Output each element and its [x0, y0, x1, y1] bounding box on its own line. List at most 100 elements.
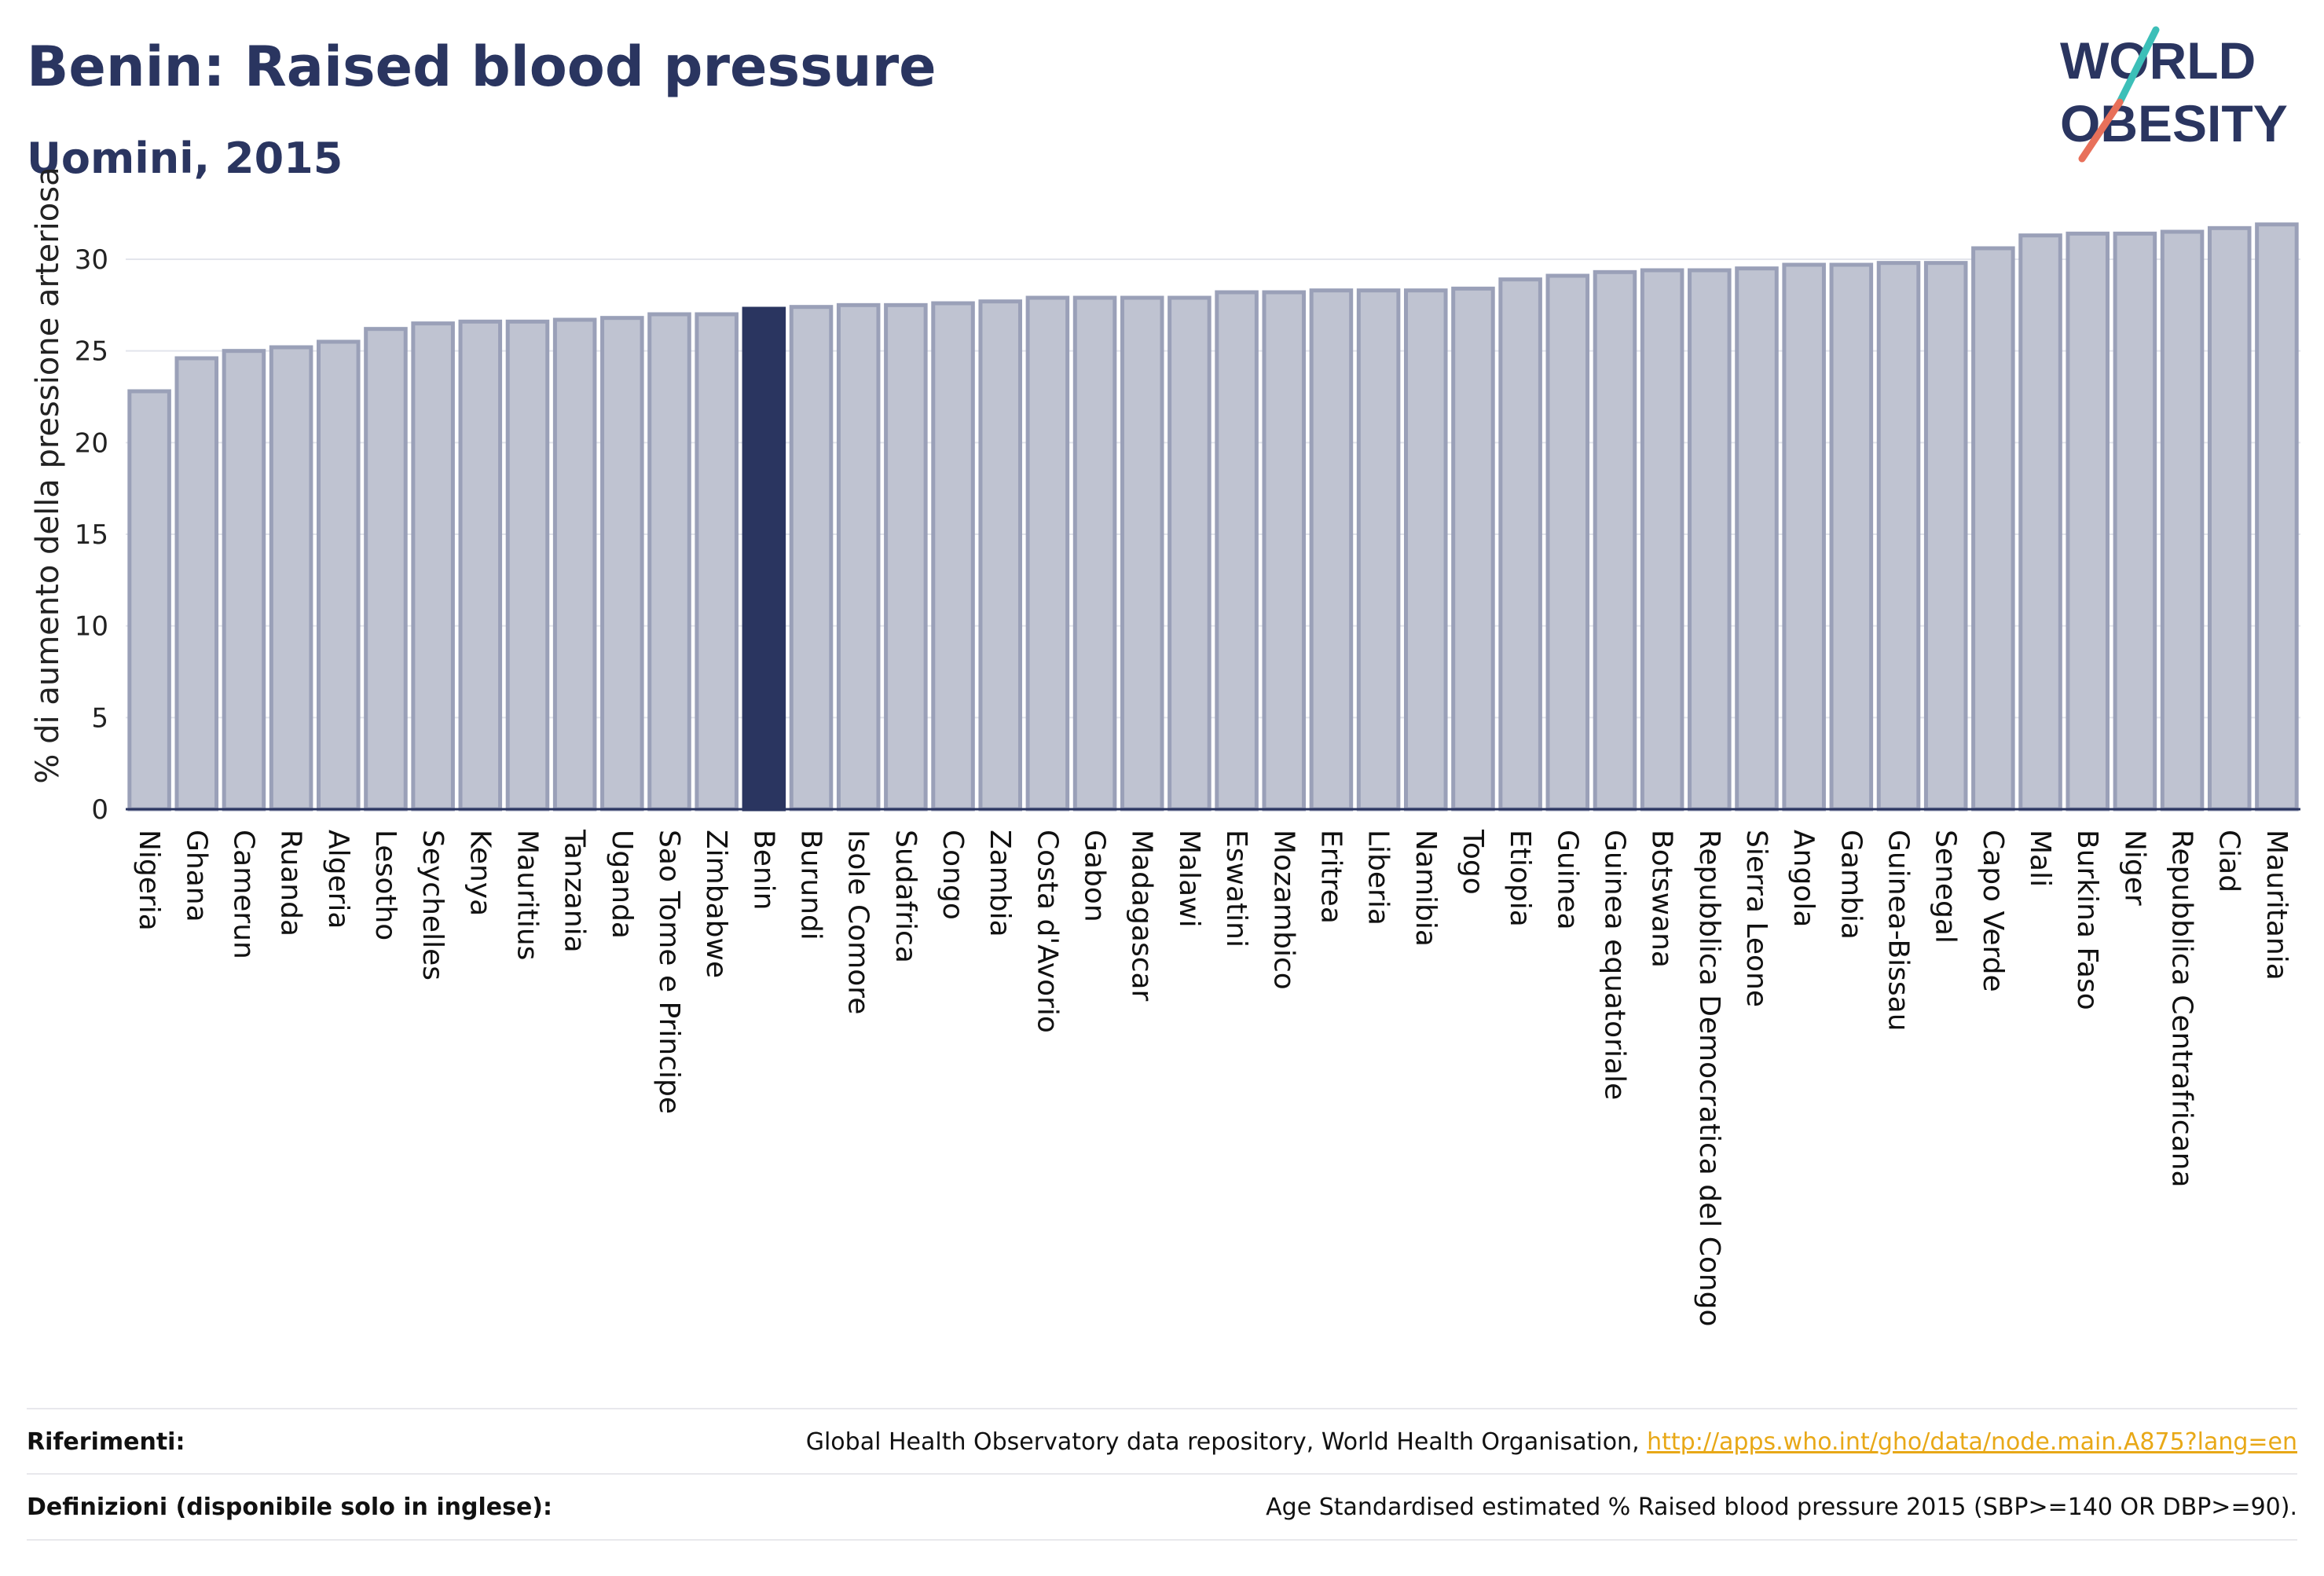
bar: [1923, 261, 1968, 812]
x-tick-label: Ruanda: [275, 830, 307, 936]
bar: [458, 319, 503, 812]
x-tick-label: Lesotho: [369, 830, 401, 940]
references-row: Riferimenti: Global Health Observatory d…: [27, 1408, 2297, 1474]
x-tick-label: Repubblica Centrafricana: [2166, 830, 2198, 1188]
bar: [1356, 288, 1401, 812]
x-tick-label: Angola: [1787, 830, 1820, 927]
bar: [222, 349, 266, 812]
x-tick-label: Eritrea: [1314, 830, 1347, 924]
x-tick-label: Congo: [937, 830, 969, 920]
bar: [978, 299, 1022, 812]
x-tick-label: Liberia: [1362, 830, 1395, 925]
x-tick-label: Burkina Faso: [2071, 830, 2103, 1010]
x-tick-label: Ciad: [2213, 830, 2245, 892]
bar: [2207, 225, 2252, 812]
x-tick-label: Sierra Leone: [1740, 830, 1772, 1007]
bar: [364, 327, 408, 812]
x-tick-label: Mozambico: [1267, 830, 1299, 990]
world-obesity-logo: WORLD OBESITY: [2060, 26, 2288, 163]
logo-slash-top: [2116, 26, 2160, 106]
x-tick-label: Eswatini: [1220, 830, 1252, 947]
bar: [600, 316, 644, 812]
x-tick-label: Burundi: [795, 830, 827, 940]
bar: [2160, 229, 2205, 812]
x-tick-label: Zimbabwe: [700, 830, 732, 978]
x-tick-label: Costa d'Avorio: [1031, 830, 1063, 1033]
bar: [552, 317, 597, 812]
x-tick-label: Algeria: [322, 830, 354, 929]
bar: [2018, 233, 2062, 812]
bar: [742, 306, 786, 812]
logo-slash-bottom: [2078, 98, 2124, 163]
x-tick-label: Guinea-Bissau: [1882, 830, 1915, 1032]
x-tick-label: Namibia: [1409, 830, 1442, 947]
x-tick-label: Togo: [1457, 829, 1489, 895]
bar: [1640, 268, 1684, 812]
bar: [647, 312, 691, 812]
x-tick-label: Malawi: [1173, 830, 1205, 928]
x-tick-label: Guinea: [1551, 830, 1583, 930]
references-text: Global Health Observatory data repositor…: [805, 1428, 1648, 1456]
bar: [1593, 269, 1637, 812]
definitions-row: Definizioni (disponibile solo in inglese…: [27, 1473, 2297, 1541]
bar: [836, 302, 881, 812]
x-tick-label: Capo Verde: [1977, 830, 2009, 992]
bar: [1876, 261, 1921, 812]
bar: [505, 319, 550, 812]
y-tick-label: 25: [75, 336, 108, 368]
bar: [1404, 288, 1448, 812]
bar: [2255, 222, 2299, 812]
x-tick-label: Mauritania: [2260, 830, 2293, 980]
x-tick-label: Nigeria: [133, 830, 165, 931]
bar: [1971, 246, 2015, 812]
x-tick-label: Ghana: [180, 830, 212, 922]
x-tick-label: Mali: [2024, 830, 2056, 887]
x-tick-label: Isole Comore: [842, 830, 874, 1014]
x-tick-label: Guinea equatoriale: [1598, 830, 1630, 1100]
x-tick-label: Senegal: [1930, 830, 1962, 944]
y-tick-label: 30: [75, 244, 108, 276]
x-tick-label: Tanzania: [559, 829, 591, 953]
bar: [1829, 262, 1874, 812]
y-tick-label: 20: [75, 427, 108, 459]
bar: [2113, 231, 2157, 812]
bar: [174, 356, 219, 812]
bar: [1215, 290, 1259, 812]
bar: [1451, 286, 1495, 812]
x-tick-label: Benin: [747, 830, 779, 910]
references-link[interactable]: http://apps.who.int/gho/data/node.main.A…: [1647, 1428, 2297, 1456]
x-tick-label: Gambia: [1835, 830, 1867, 940]
x-tick-label: Mauritius: [511, 830, 543, 960]
bar: [1688, 268, 1732, 812]
bar: [1735, 266, 1779, 812]
bar: [1498, 277, 1542, 812]
bar: [269, 345, 313, 812]
x-tick-label: Etiopia: [1504, 830, 1536, 927]
bar: [127, 389, 171, 812]
bar: [1072, 295, 1117, 812]
y-tick-label: 0: [91, 794, 108, 826]
bar: [1025, 295, 1070, 812]
x-tick-label: Sudafrica: [889, 830, 922, 963]
bar: [1782, 262, 1826, 812]
chart-subtitle: Uomini, 2015: [27, 134, 343, 183]
x-tick-label: Sao Tome e Principe: [653, 830, 685, 1114]
x-tick-label: Repubblica Democratica del Congo: [1693, 830, 1725, 1327]
logo-line1: WORLD: [2060, 31, 2256, 90]
x-tick-label: Botswana: [1646, 830, 1678, 968]
logo-line2: OBESITY: [2060, 94, 2288, 152]
bar: [2066, 231, 2110, 812]
y-tick-label: 15: [75, 519, 108, 551]
x-tick-label: Niger: [2118, 830, 2150, 906]
references-label: Riferimenti:: [27, 1428, 185, 1456]
x-tick-label: Uganda: [606, 830, 638, 939]
x-tick-label: Zambia: [984, 830, 1016, 937]
y-axis-label: % di aumento della pressione arteriosa: [30, 167, 66, 783]
x-tick-label: Kenya: [464, 830, 496, 916]
y-tick-label: 5: [91, 702, 108, 734]
x-tick-label: Camerun: [227, 830, 259, 959]
references-value: Global Health Observatory data repositor…: [806, 1428, 2297, 1456]
chart-title: Benin: Raised blood pressure: [27, 35, 937, 99]
y-tick-label: 10: [75, 611, 108, 643]
bar: [695, 312, 739, 812]
